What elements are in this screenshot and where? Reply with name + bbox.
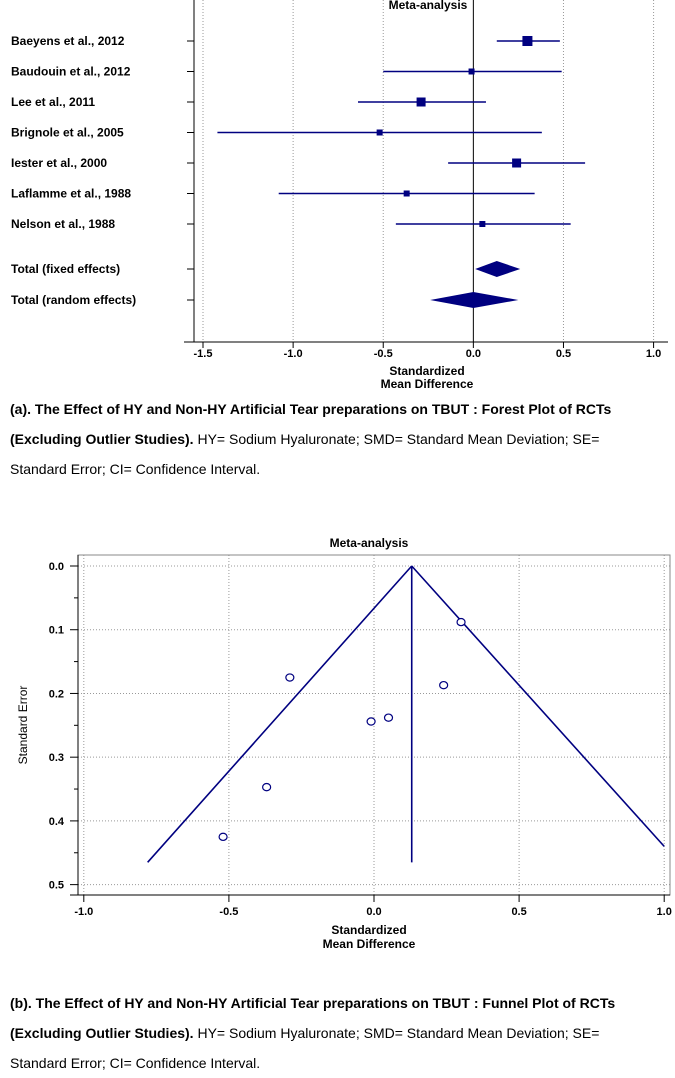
- forest-point-marker: [479, 221, 486, 227]
- forest-point-marker: [522, 36, 533, 46]
- funnel-x-tick-label: 1.0: [657, 906, 672, 918]
- funnel-points: [218, 617, 466, 842]
- caption-forest-bold: (a). The Effect of HY and Non-HY Artific…: [10, 401, 612, 447]
- funnel-y-tick-label: 0.1: [49, 625, 64, 637]
- funnel-ylabel: Standard Error: [16, 686, 30, 765]
- funnel-y-tick-label: 0.3: [49, 752, 64, 764]
- caption-funnel: (b). The Effect of HY and Non-HY Artific…: [10, 988, 660, 1078]
- funnel-study-point: [456, 617, 466, 627]
- forest-marks: [217, 36, 586, 308]
- forest-gridlines: [202, 0, 655, 342]
- forest-x-tick-label: -0.5: [374, 348, 393, 360]
- forest-x-tick-label: 1.0: [646, 348, 661, 360]
- forest-x-tick-label: 0.5: [556, 348, 571, 360]
- funnel-x-tick-label: -1.0: [74, 906, 93, 918]
- forest-study-label: Brignole et al., 2005: [11, 126, 124, 140]
- caption-funnel-bold: (b). The Effect of HY and Non-HY Artific…: [10, 995, 616, 1041]
- forest-x-tick-label: -1.0: [284, 348, 303, 360]
- funnel-x-tick-label: 0.0: [366, 906, 381, 918]
- funnel-x-tick-label: -0.5: [219, 906, 238, 918]
- forest-point-marker: [512, 158, 522, 168]
- forest-point-marker: [376, 129, 383, 136]
- forest-study-label: Baudouin et al., 2012: [11, 65, 131, 79]
- funnel-lines: [147, 565, 665, 863]
- forest-total-diamond: [475, 261, 521, 277]
- funnel-study-point: [439, 680, 449, 690]
- caption-forest-rest: HY= Sodium Hyaluronate; SMD= Standard Me…: [10, 431, 600, 477]
- forest-point-marker: [416, 97, 426, 107]
- funnel-y-tick-label: 0.0: [49, 561, 64, 573]
- funnel-study-point: [366, 717, 376, 726]
- forest-study-label: Laflamme et al., 1988: [11, 187, 131, 201]
- forest-x-tick-label: -1.5: [194, 348, 213, 360]
- forest-study-label: Iester et al., 2000: [11, 156, 107, 170]
- funnel-left-boundary: [147, 565, 413, 863]
- funnel-y-tick-label: 0.4: [49, 816, 65, 828]
- funnel-xlabel-line1: Standardized: [331, 923, 406, 937]
- forest-study-label: Lee et al., 2011: [11, 95, 95, 109]
- funnel-y-tick-label: 0.5: [49, 880, 64, 892]
- funnel-study-point: [383, 713, 394, 722]
- funnel-xlabel-line2: Mean Difference: [323, 937, 416, 951]
- caption-forest: (a). The Effect of HY and Non-HY Artific…: [10, 394, 660, 484]
- forest-title: Meta-analysis: [389, 0, 468, 12]
- funnel-right-boundary: [411, 565, 665, 847]
- funnel-x-ticks: -1.0 -0.5 0.0 0.5 1.0: [74, 895, 672, 918]
- forest-point-marker: [403, 190, 410, 197]
- forest-xlabel-line2: Mean Difference: [381, 377, 474, 391]
- funnel-study-point: [262, 782, 272, 792]
- forest-study-label: Nelson et al., 1988: [11, 217, 115, 231]
- funnel-title: Meta-analysis: [330, 536, 409, 550]
- forest-x-tick-label: 0.0: [466, 348, 481, 360]
- funnel-study-point: [218, 832, 228, 842]
- forest-total-label: Total (random effects): [11, 293, 136, 307]
- forest-xlabel-line1: Standardized: [389, 364, 464, 378]
- funnel-x-tick-label: 0.5: [511, 906, 526, 918]
- forest-plot: Meta-analysis Baeyens et al., 2012 Baudou…: [11, 0, 668, 391]
- forest-study-labels: Baeyens et al., 2012 Baudouin et al., 201…: [11, 34, 194, 307]
- forest-study-label: Baeyens et al., 2012: [11, 34, 125, 48]
- forest-point-marker: [468, 68, 475, 75]
- funnel-y-ticks: 0.0 0.1 0.2 0.3 0.4 0.5: [49, 561, 78, 892]
- funnel-plot: Meta-analysis 0.0 0.1 0.2 0.3 0.4 0.5 -1.0 -0.…: [16, 536, 672, 951]
- funnel-gridlines: [78, 555, 670, 895]
- forest-total-label: Total (fixed effects): [11, 262, 120, 276]
- forest-x-ticks: -1.5 -1.0 -0.5 0.0 0.5 1.0: [194, 342, 661, 360]
- funnel-study-point: [285, 673, 295, 682]
- forest-total-diamond: [430, 292, 519, 308]
- funnel-y-tick-label: 0.2: [49, 688, 64, 700]
